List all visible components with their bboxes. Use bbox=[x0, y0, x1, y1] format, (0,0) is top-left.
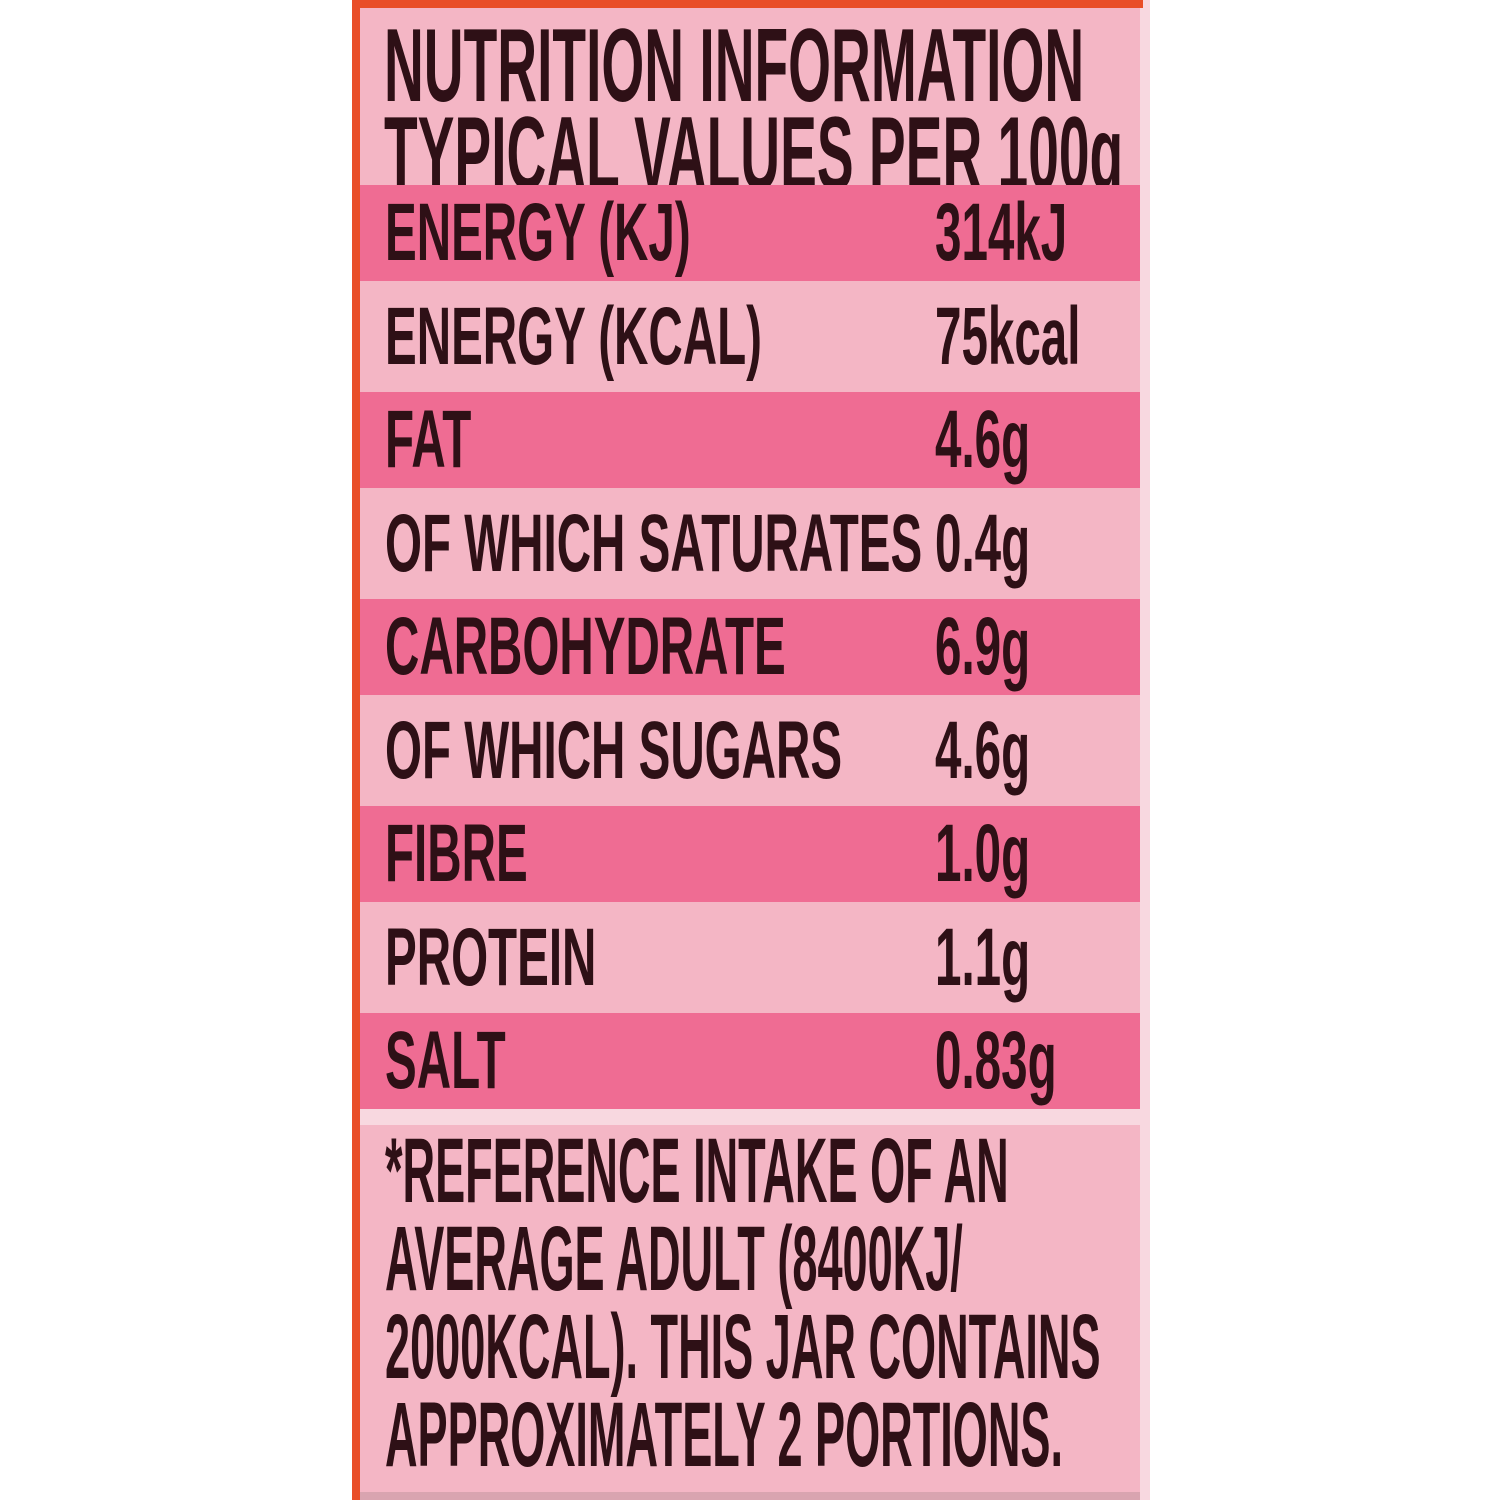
label-top-border bbox=[352, 0, 1143, 8]
nutrition-label: NUTRITION INFORMATION TYPICAL VALUES PER… bbox=[352, 0, 1150, 1500]
nutrient-value: 314kJ bbox=[935, 187, 1068, 278]
nutrient-value: 4.6g bbox=[935, 704, 1031, 796]
footnote-line-text: 2000KCAL). THIS JAR CONTAINS bbox=[385, 1296, 1101, 1398]
footnote-line-text: APPROXIMATELY 2 PORTIONS. bbox=[385, 1384, 1064, 1486]
table-row: CARBOHYDRATE 6.9g bbox=[360, 599, 1140, 695]
nutrient-value: 0.4g bbox=[935, 497, 1031, 589]
header-title-line1: NUTRITION INFORMATION bbox=[384, 14, 1500, 118]
reference-intake-footnote: *REFERENCE INTAKE OF AN AVERAGE ADULT (8… bbox=[360, 1125, 1140, 1492]
nutrient-name: CARBOHYDRATE bbox=[385, 601, 786, 692]
table-row: OF WHICH SUGARS 4.6g bbox=[360, 695, 1140, 806]
nutrient-value: 4.6g bbox=[935, 394, 1031, 485]
table-row: FAT 4.6g bbox=[360, 392, 1140, 488]
nutrient-name: OF WHICH SUGARS bbox=[385, 704, 843, 796]
table-row: PROTEIN 1.1g bbox=[360, 902, 1140, 1013]
nutrient-name: FIBRE bbox=[385, 808, 528, 899]
nutrient-value: 1.1g bbox=[935, 911, 1031, 1003]
nutrient-value: 0.83g bbox=[935, 1015, 1057, 1106]
header-title-line1-text: NUTRITION INFORMATION bbox=[384, 8, 1085, 124]
footnote-line-text: AVERAGE ADULT (8400KJ/ bbox=[385, 1208, 963, 1310]
table-row: ENERGY (KCAL) 75kcal bbox=[360, 281, 1140, 392]
nutrient-name: PROTEIN bbox=[385, 911, 597, 1003]
label-content: NUTRITION INFORMATION TYPICAL VALUES PER… bbox=[360, 0, 1140, 1500]
table-row: SALT 0.83g bbox=[360, 1013, 1140, 1109]
footnote-line: *REFERENCE INTAKE OF AN bbox=[385, 1120, 1140, 1222]
label-header: NUTRITION INFORMATION TYPICAL VALUES PER… bbox=[360, 8, 1140, 206]
nutrient-value: 75kcal bbox=[935, 290, 1081, 382]
label-left-border bbox=[352, 0, 360, 1500]
nutrient-value: 1.0g bbox=[935, 808, 1031, 899]
footnote-line: 2000KCAL). THIS JAR CONTAINS bbox=[385, 1296, 1140, 1398]
footnote-line-text: *REFERENCE INTAKE OF AN bbox=[385, 1120, 1009, 1222]
footnote-line: AVERAGE ADULT (8400KJ/ bbox=[385, 1208, 1140, 1310]
nutrient-name: OF WHICH SATURATES bbox=[385, 497, 923, 589]
footnote-line: APPROXIMATELY 2 PORTIONS. bbox=[385, 1384, 1140, 1486]
table-row: ENERGY (KJ) 314kJ bbox=[360, 185, 1140, 281]
table-row: OF WHICH SATURATES 0.4g bbox=[360, 488, 1140, 599]
table-row: FIBRE 1.0g bbox=[360, 806, 1140, 902]
label-bottom-edge bbox=[360, 1492, 1140, 1500]
nutrient-name: ENERGY (KCAL) bbox=[385, 290, 762, 382]
nutrient-name: SALT bbox=[385, 1015, 506, 1106]
nutrient-name: FAT bbox=[385, 394, 472, 485]
nutrient-name: ENERGY (KJ) bbox=[385, 187, 691, 278]
nutrient-value: 6.9g bbox=[935, 601, 1031, 692]
nutrition-table: ENERGY (KJ) 314kJ ENERGY (KCAL) 75kcal FAT 4.… bbox=[360, 185, 1140, 1109]
